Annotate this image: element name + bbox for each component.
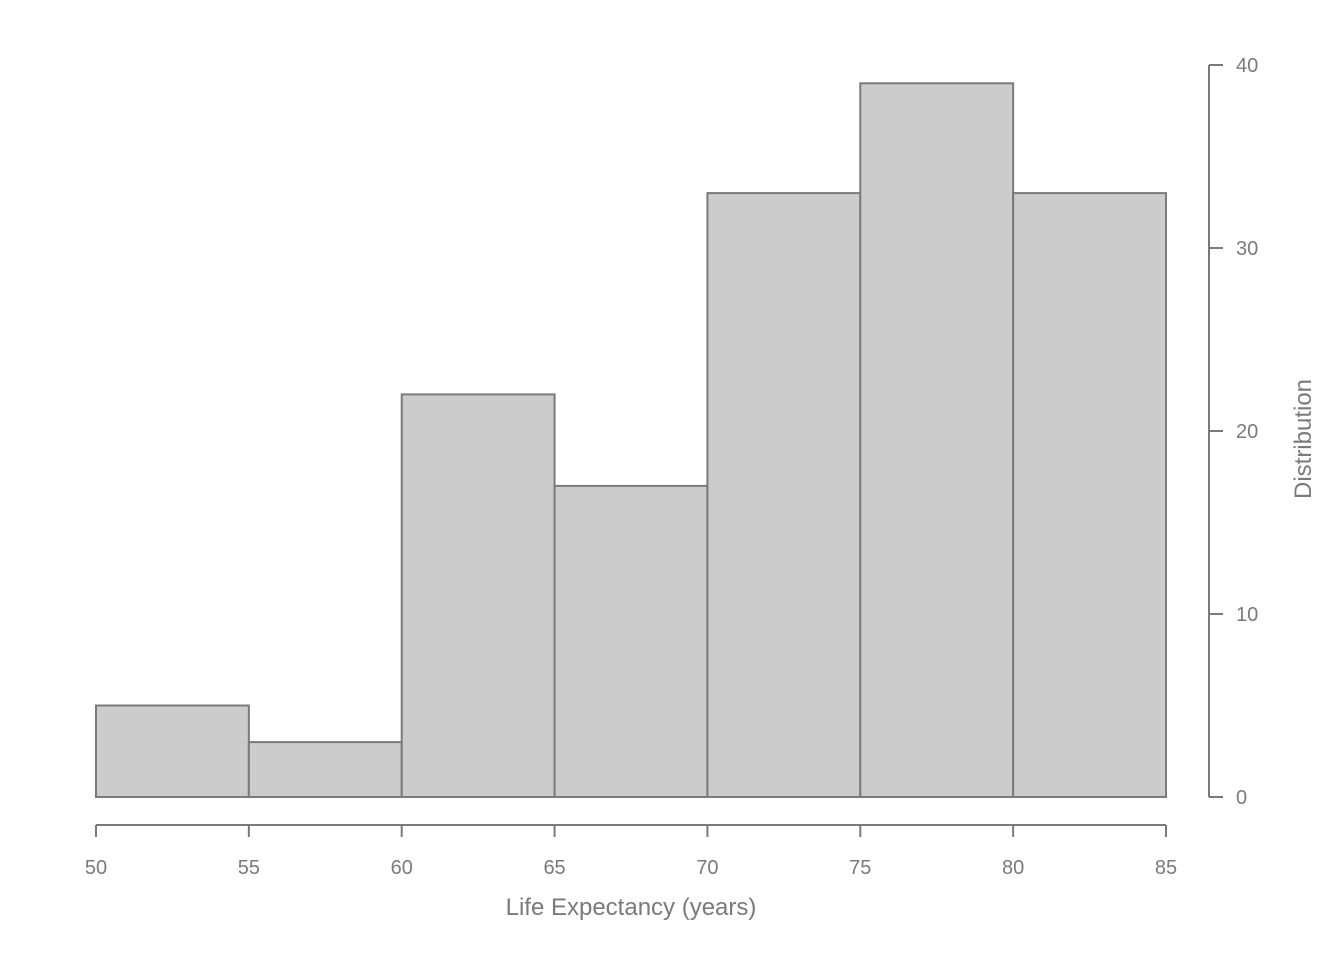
y-axis: 0 10 20 30 40: [1208, 55, 1258, 809]
y-axis-title: Distribution: [1290, 379, 1317, 499]
y-tick-label-10: 10: [1236, 604, 1258, 626]
x-tick-label-65: 65: [543, 857, 565, 879]
x-tick-label-80: 80: [1002, 857, 1024, 879]
bars-layer: [95, 82, 1168, 799]
histogram-bar-80-85: [1012, 192, 1168, 799]
histogram-bar-50-55: [95, 704, 250, 798]
x-tick-label-75: 75: [849, 857, 871, 879]
x-tick-label-50: 50: [85, 857, 107, 879]
x-axis: 50 55 60 65 70 75 80 85: [85, 824, 1177, 879]
x-tick-label-70: 70: [696, 857, 718, 879]
y-tick-label-20: 20: [1236, 421, 1258, 443]
x-axis-title: Life Expectancy (years): [506, 894, 757, 921]
x-tick-label-60: 60: [391, 857, 413, 879]
x-tick-label-55: 55: [238, 857, 260, 879]
x-tick-label-85: 85: [1155, 857, 1177, 879]
histogram-bar-60-65: [400, 393, 556, 798]
histogram-bar-65-70: [553, 484, 709, 798]
y-tick-label-0: 0: [1236, 787, 1247, 809]
y-tick-label-30: 30: [1236, 238, 1258, 260]
histogram-bar-55-60: [247, 741, 403, 798]
histogram-bar-75-80: [859, 82, 1015, 799]
y-tick-label-40: 40: [1236, 55, 1258, 77]
histogram-bar-70-75: [706, 192, 862, 799]
